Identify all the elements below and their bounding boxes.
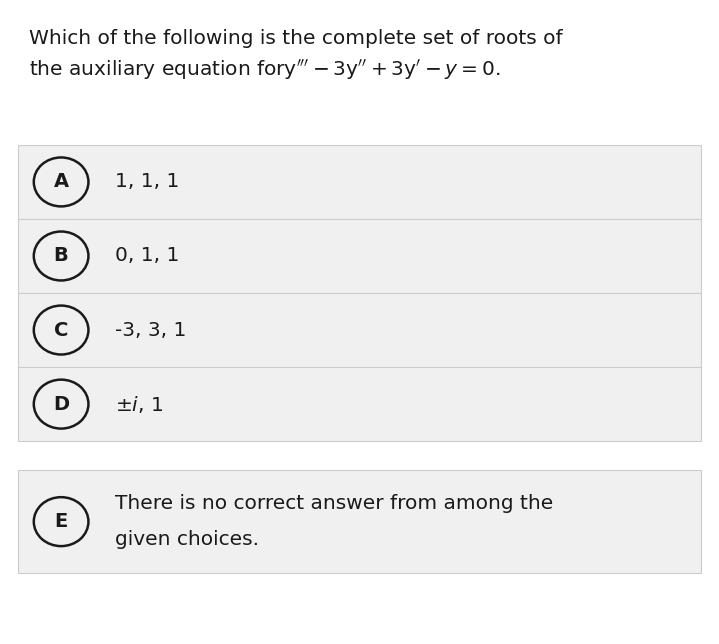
Text: B: B — [54, 247, 68, 265]
FancyBboxPatch shape — [18, 470, 701, 573]
Text: Which of the following is the complete set of roots of: Which of the following is the complete s… — [29, 29, 562, 48]
FancyBboxPatch shape — [18, 293, 701, 367]
Text: E: E — [55, 512, 68, 531]
Text: 1, 1, 1: 1, 1, 1 — [115, 173, 180, 191]
Text: the auxiliary equation fory$'''-$$3$y$''+$$3$y$'-$$y=0.$: the auxiliary equation fory$'''-$$3$y$''… — [29, 58, 500, 82]
Text: given choices.: given choices. — [115, 530, 259, 549]
Text: -3, 3, 1: -3, 3, 1 — [115, 321, 186, 339]
Text: 0, 1, 1: 0, 1, 1 — [115, 247, 180, 265]
Text: A: A — [53, 173, 69, 191]
Text: $\pm i$, 1: $\pm i$, 1 — [115, 393, 163, 415]
Text: D: D — [53, 395, 69, 413]
FancyBboxPatch shape — [18, 145, 701, 219]
FancyBboxPatch shape — [18, 367, 701, 441]
FancyBboxPatch shape — [18, 219, 701, 293]
Text: There is no correct answer from among the: There is no correct answer from among th… — [115, 495, 554, 513]
Text: C: C — [54, 321, 68, 339]
